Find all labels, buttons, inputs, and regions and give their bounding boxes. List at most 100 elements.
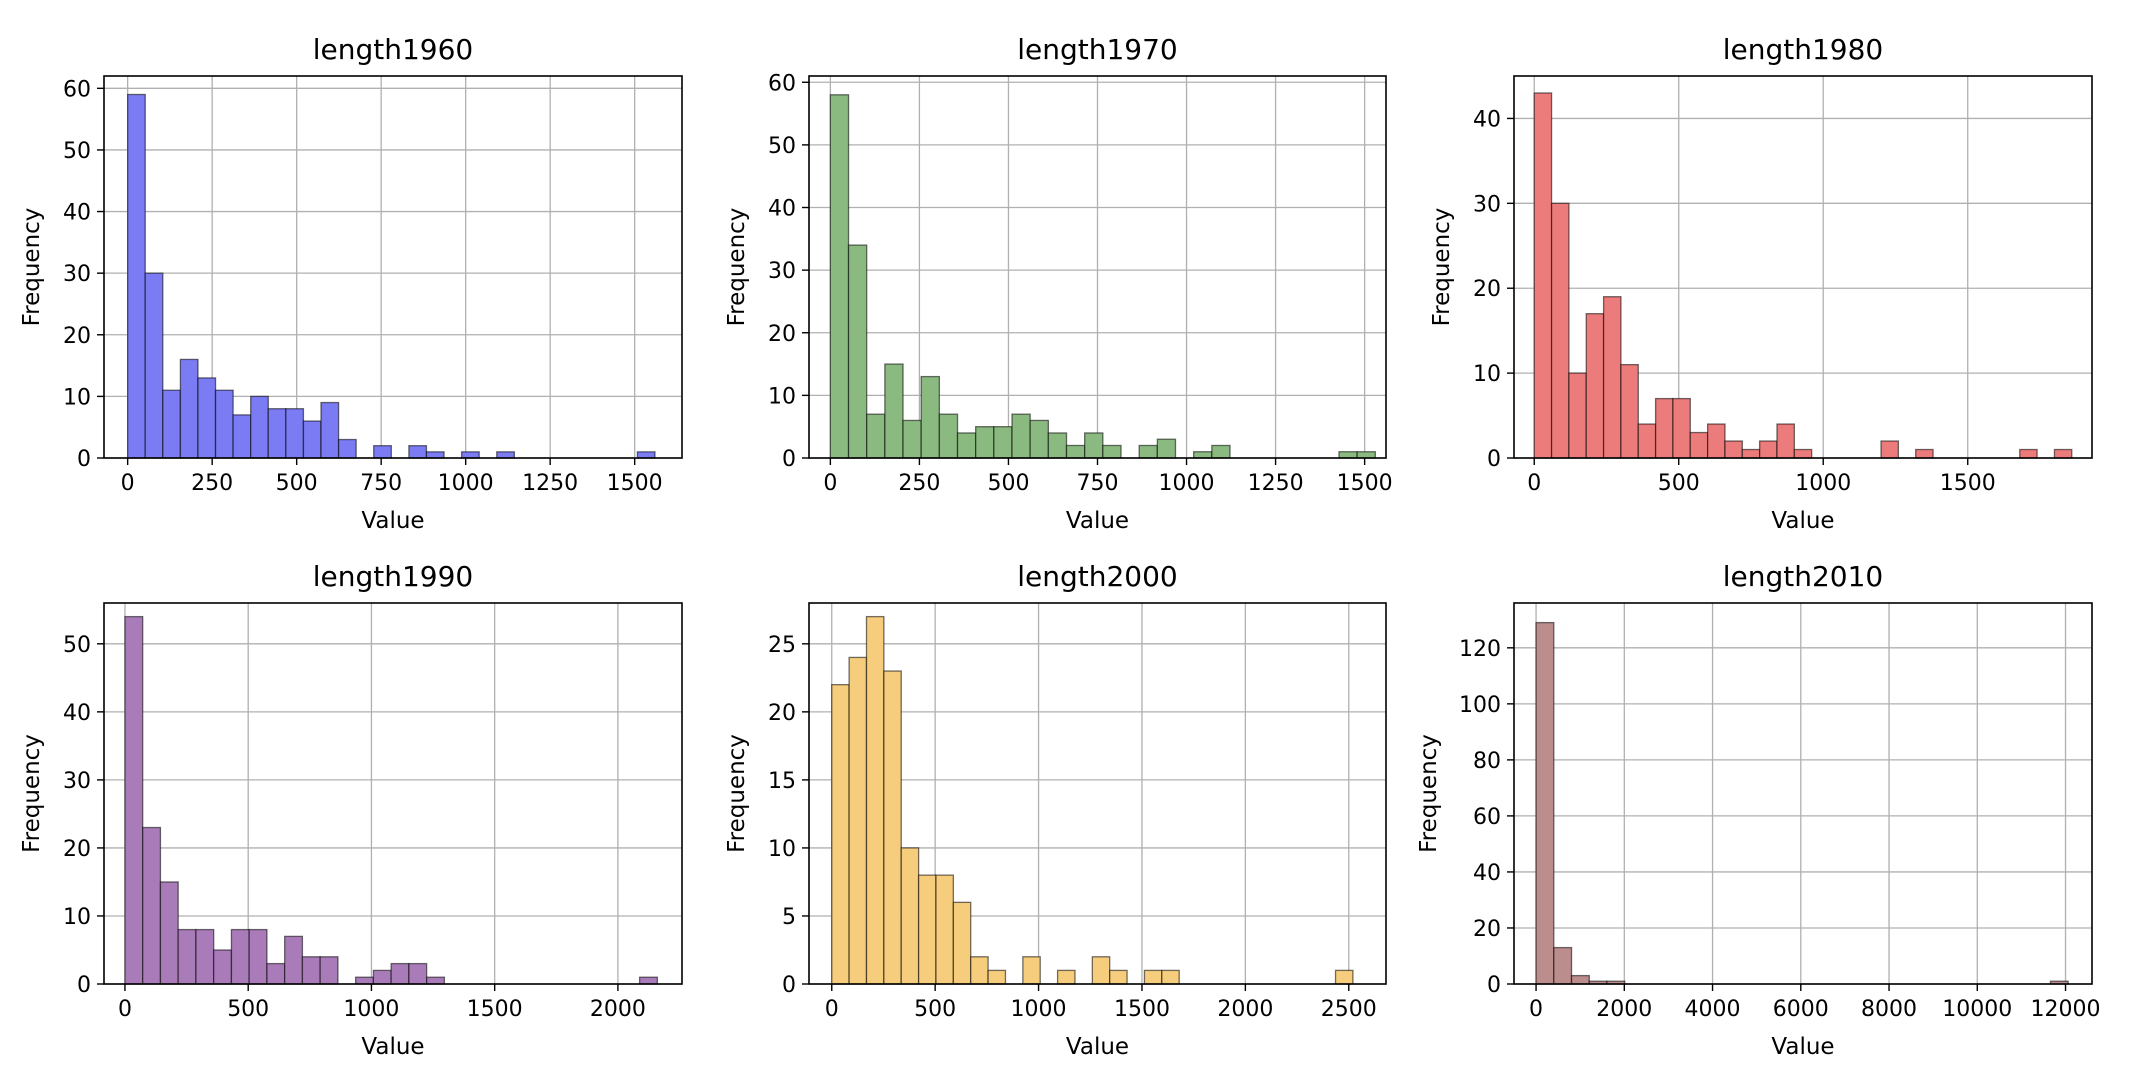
y-tick-label: 50 (63, 633, 91, 658)
histogram-bar (970, 956, 989, 985)
histogram-bar (865, 615, 885, 985)
histogram-bar (250, 395, 269, 459)
y-tick-label: 20 (768, 701, 796, 726)
histogram-bar (214, 389, 234, 459)
histogram-bar (829, 94, 850, 459)
histogram-bar (1706, 423, 1726, 459)
y-tick-label: 80 (1473, 749, 1501, 774)
y-tick-label: 0 (782, 447, 796, 472)
x-tick-label: 0 (1529, 997, 1543, 1022)
y-tick-label: 30 (63, 769, 91, 794)
histogram-bar (1109, 969, 1128, 985)
chart-title: length1980 (1723, 33, 1884, 66)
histogram-bar (1880, 440, 1900, 459)
x-tick-label: 6000 (1773, 997, 1829, 1022)
histogram-bar (124, 615, 144, 985)
x-tick-label: 500 (1658, 471, 1700, 496)
x-tick-label: 0 (121, 471, 135, 496)
x-tick-label: 10000 (1942, 997, 2012, 1022)
chart-title: length2010 (1723, 560, 1884, 593)
y-tick-label: 20 (1473, 917, 1501, 942)
chart-title: length1960 (313, 33, 474, 66)
histogram-bar (460, 451, 480, 459)
histogram-bar (197, 377, 217, 459)
histogram-bar (938, 413, 959, 459)
axes-frame (1513, 75, 2093, 459)
histogram-bar (1568, 372, 1587, 459)
x-tick-label: 500 (987, 471, 1029, 496)
y-tick-label: 10 (768, 384, 796, 409)
chart-title: length1990 (313, 560, 474, 593)
axes-frame (1513, 602, 2093, 985)
histogram-bar (1793, 448, 1813, 459)
histogram-bar (144, 272, 164, 459)
histogram-bar (355, 976, 375, 985)
x-tick-label: 0 (1527, 471, 1541, 496)
x-tick-label: 4000 (1685, 997, 1741, 1022)
histogram-bar (1211, 444, 1231, 459)
axes-frame (103, 75, 683, 459)
histogram-bar (847, 244, 868, 459)
y-tick-label: 30 (63, 262, 91, 287)
histogram-bar (267, 408, 287, 459)
histogram-bar (848, 656, 868, 985)
y-axis-label: Frequency (19, 208, 45, 327)
histogram-bar (302, 420, 322, 459)
histogram-bar (902, 419, 922, 459)
histogram-bar (127, 93, 146, 459)
histogram-bar (917, 874, 937, 985)
y-tick-label: 20 (768, 322, 796, 347)
x-tick-label: 1500 (1337, 471, 1393, 496)
y-tick-label: 40 (63, 701, 91, 726)
y-tick-label: 10 (63, 905, 91, 930)
x-tick-label: 1000 (343, 997, 399, 1022)
y-tick-label: 25 (768, 633, 796, 658)
histogram-bar (1672, 397, 1691, 459)
axes-frame (808, 602, 1387, 985)
histogram-bar (179, 358, 199, 459)
histogram-bar (1759, 440, 1778, 459)
histogram-bar (1102, 444, 1122, 459)
histogram-bar (1620, 363, 1639, 459)
histogram-bar (1047, 432, 1068, 459)
histogram-bar (884, 363, 904, 459)
x-tick-label: 2000 (590, 997, 646, 1022)
x-tick-label: 500 (276, 471, 318, 496)
histogram-bar (301, 956, 321, 985)
histogram-bar (866, 413, 886, 459)
x-tick-label: 1250 (522, 471, 578, 496)
y-tick-label: 40 (768, 197, 796, 222)
y-tick-label: 40 (1473, 107, 1501, 132)
histogram-bar (372, 969, 392, 985)
histogram-bar (1084, 432, 1104, 459)
x-tick-label: 1000 (1795, 471, 1851, 496)
y-tick-label: 30 (1473, 192, 1501, 217)
histogram-bar (1138, 444, 1158, 459)
histogram-panel-length1960: 0 250 500 750 1000 1250 1500 0 10 20 30 40 50 60 lengt… (19, 33, 683, 534)
histogram-panel-length2000: 0 500 1000 1500 2000 2500 0 5 10 15 20 25 length2000… (724, 560, 1387, 1060)
histogram-bar (1654, 397, 1674, 459)
x-tick-label: 1500 (467, 997, 523, 1022)
chart-title: length1970 (1017, 33, 1178, 66)
histogram-bar (1065, 444, 1086, 459)
histogram-bar (956, 432, 977, 459)
histogram-bar (1029, 419, 1049, 459)
histogram-bar (1741, 448, 1761, 459)
x-tick-label: 750 (360, 471, 402, 496)
histogram-bar (1602, 296, 1622, 459)
y-axis-label: Frequency (724, 208, 750, 327)
x-tick-label: 500 (914, 997, 956, 1022)
histogram-bar (900, 847, 920, 985)
x-tick-label: 2000 (1217, 997, 1273, 1022)
histogram-bar (1161, 969, 1180, 985)
x-tick-label: 250 (898, 471, 940, 496)
histogram-bar (195, 928, 215, 985)
y-tick-label: 10 (63, 385, 91, 410)
y-tick-label: 5 (782, 905, 796, 930)
x-tick-label: 0 (118, 997, 132, 1022)
histogram-bar (337, 438, 357, 459)
histogram-panel-length2010: 0 2000 4000 6000 8000 10000 12000 0 20 40 60 80 100 1… (1416, 560, 2101, 1060)
y-tick-label: 0 (1487, 447, 1501, 472)
histogram-bar (636, 451, 656, 459)
